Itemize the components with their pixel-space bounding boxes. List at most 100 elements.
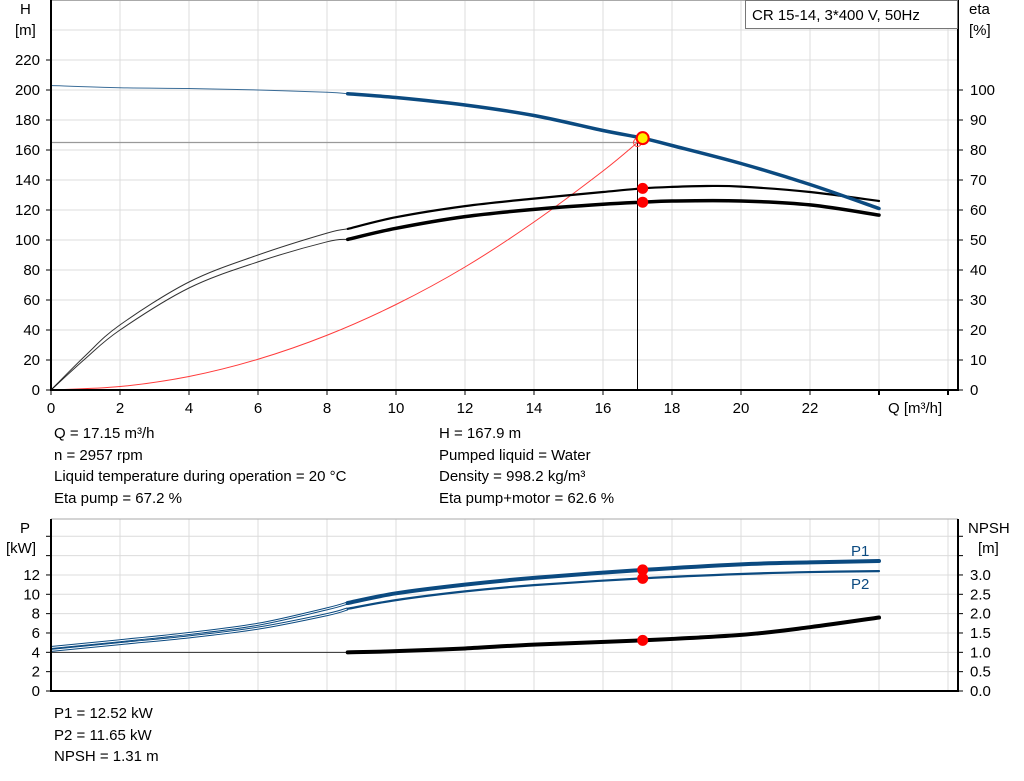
h-axis-unit: [m]	[15, 22, 36, 39]
info-npsh: NPSH = 1.31 m	[54, 748, 159, 765]
p-axis-label: P	[20, 520, 30, 537]
info-head: H = 167.9 m	[439, 425, 522, 442]
h-tick-label: 160	[15, 142, 40, 159]
h-tick-label: 120	[15, 202, 40, 219]
eta-axis-unit: [%]	[969, 22, 991, 39]
eta-pump-marker	[637, 182, 649, 194]
npsh-tick-label: 2.5	[970, 586, 991, 603]
h-axis-label: H	[20, 1, 31, 18]
npsh-tick-label: 0.0	[970, 683, 991, 700]
eta-pump-motor-marker	[637, 196, 649, 208]
p-tick-label: 4	[32, 644, 40, 661]
p2-series-label: P2	[851, 576, 869, 593]
eta-axis-label: eta	[969, 1, 991, 18]
p2-curve	[346, 569, 881, 610]
top-chart-axes: 0204060801001201401601802002200102030405…	[15, 0, 995, 417]
p2-curve-extrapolated-inner	[50, 608, 348, 651]
p-tick-label: 2	[32, 664, 40, 681]
info-p2: P2 = 11.65 kW	[54, 726, 152, 744]
npsh-axis-unit: [m]	[978, 540, 999, 557]
p1-curve	[345, 558, 881, 606]
q-tick-label: 8	[323, 400, 331, 417]
q-tick-label: 10	[388, 400, 405, 417]
q-tick-label: 18	[664, 400, 681, 417]
head-curve	[345, 92, 881, 211]
npsh-tick-label: 1.0	[970, 644, 991, 661]
eta-pump-curve-extrapolated	[50, 228, 348, 391]
chart-title: CR 15-14, 3*400 V, 50Hz	[752, 7, 920, 24]
eta-tick-label: 30	[970, 292, 987, 309]
h-tick-label: 200	[15, 82, 40, 99]
npsh-tick-label: 2.0	[970, 606, 991, 623]
npsh-tick-label: 0.5	[970, 664, 991, 681]
h-tick-label: 60	[23, 292, 40, 309]
p-tick-label: 8	[32, 606, 40, 623]
npsh-tick-label: 1.5	[970, 625, 991, 642]
eta-tick-label: 90	[970, 112, 987, 129]
eta-tick-label: 40	[970, 262, 987, 279]
eta-tick-label: 80	[970, 142, 987, 159]
bottom-chart-axes: 0 2 4 6 8 10 12 0.0 0.5 1.0 1.5 2.0 2.5 3.0	[23, 519, 991, 700]
info-liquid: Pumped liquid = Water	[439, 446, 591, 464]
q-tick-label: 2	[116, 400, 124, 417]
info-density: Density = 998.2 kg/m³	[439, 468, 586, 485]
info-p1: P1 = 12.52 kW	[54, 705, 153, 722]
q-tick-label: 22	[802, 400, 819, 417]
eta-tick-label: 70	[970, 172, 987, 189]
p-axis-unit: [kW]	[6, 540, 36, 557]
duty-point-marker	[635, 131, 650, 146]
p1-curve-extrapolated-inner	[50, 602, 348, 648]
bottom-chart-series	[50, 558, 881, 655]
q-tick-label: 12	[457, 400, 474, 417]
top-chart-grid	[51, 0, 958, 390]
npsh-curve	[345, 615, 881, 655]
eta-tick-label: 0	[970, 382, 978, 399]
h-tick-label: 20	[23, 352, 40, 369]
q-tick-label: 16	[595, 400, 612, 417]
h-tick-label: 80	[23, 262, 40, 279]
h-tick-label: 140	[15, 172, 40, 189]
info-speed: n = 2957 rpm	[54, 446, 143, 464]
bottom-chart-grid	[51, 518, 958, 691]
h-tick-label: 180	[15, 112, 40, 129]
p1-marker	[637, 564, 649, 576]
eta-tick-label: 20	[970, 322, 987, 339]
operating-info-right: H = 167.9 m Pumped liquid = Water Densit…	[439, 423, 614, 509]
npsh-marker	[637, 634, 649, 646]
q-tick-label: 14	[526, 400, 543, 417]
q-tick-label: 4	[185, 400, 193, 417]
info-flow: Q = 17.15 m³/h	[54, 425, 155, 442]
power-info: P1 = 12.52 kW P2 = 11.65 kW NPSH = 1.31 …	[54, 703, 159, 768]
head-curve-extrapolated	[50, 85, 348, 95]
h-tick-label: 220	[15, 52, 40, 69]
p2-marker	[637, 572, 649, 584]
p1-series-label: P1	[851, 543, 869, 560]
eta-tick-label: 50	[970, 232, 987, 249]
h-tick-label: 40	[23, 322, 40, 339]
p-tick-label: 10	[23, 586, 40, 603]
npsh-axis-label: NPSH	[968, 520, 1010, 537]
p-tick-label: 12	[23, 567, 40, 584]
eta-pump-motor-curve-extrapolated	[50, 238, 348, 391]
info-temperature: Liquid temperature during operation = 20…	[54, 468, 347, 485]
npsh-tick-label: 3.0	[970, 567, 991, 584]
chart-title-box	[745, 0, 958, 29]
p-tick-label: 0	[32, 683, 40, 700]
eta-pump-motor-curve	[345, 198, 881, 242]
x-axis-label: Q [m³/h]	[888, 400, 942, 417]
h-tick-label: 0	[32, 382, 40, 399]
system-curve	[50, 142, 638, 391]
q-tick-label: 6	[254, 400, 262, 417]
p-tick-label: 6	[32, 625, 40, 642]
info-eta-pump-motor: Eta pump+motor = 62.6 %	[439, 489, 615, 507]
q-tick-label: 0	[47, 400, 55, 417]
info-eta-pump: Eta pump = 67.2 %	[54, 489, 182, 507]
h-tick-label: 100	[15, 232, 40, 249]
top-chart-series	[50, 85, 881, 391]
eta-tick-label: 100	[970, 82, 995, 99]
q-tick-label: 20	[733, 400, 750, 417]
eta-tick-label: 10	[970, 352, 987, 369]
p1-curve-extrapolated	[50, 601, 349, 649]
operating-info-left: Q = 17.15 m³/h n = 2957 rpm Liquid tempe…	[54, 423, 346, 509]
